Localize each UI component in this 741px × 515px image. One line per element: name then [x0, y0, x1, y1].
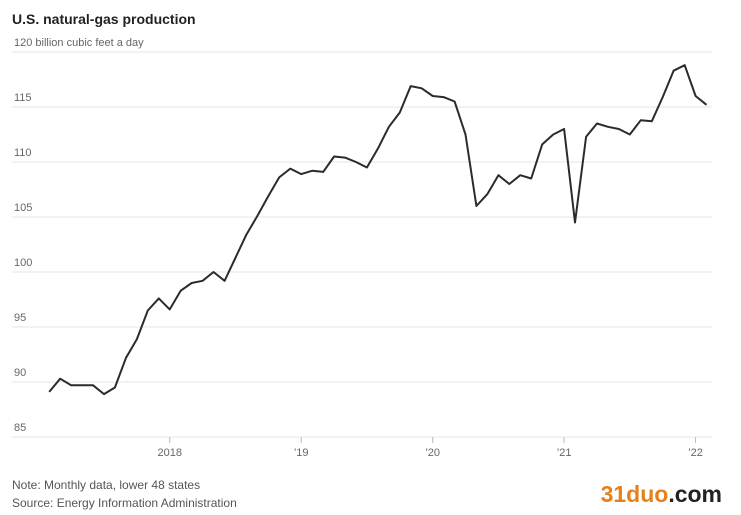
x-tick-label: 2018 — [158, 447, 182, 459]
line — [48, 64, 708, 396]
y-tick-label: 100 — [14, 257, 32, 269]
y-tick-label: 110 — [14, 147, 32, 159]
x-tick-label: ’19 — [294, 447, 309, 459]
x-tick-label: ’21 — [557, 447, 572, 459]
watermark-part: .com — [668, 481, 722, 507]
y-tick-label: 105 — [14, 202, 32, 214]
y-tick-label: 90 — [14, 367, 26, 379]
y-tick-label: 85 — [14, 422, 26, 434]
x-tick-label: ’22 — [688, 447, 703, 459]
note: Note: Monthly data, lower 48 states — [12, 478, 200, 492]
y-tick-label: 115 — [14, 92, 32, 104]
watermark: 31duo.com — [601, 481, 722, 507]
x-tick-label: ’20 — [425, 447, 440, 459]
source: Source: Energy Information Administratio… — [12, 496, 237, 510]
y-tick-label: 95 — [14, 312, 26, 324]
chart-title: U.S. natural-gas production — [12, 11, 196, 27]
y-tick-label: 120 billion cubic feet a day — [14, 37, 144, 49]
watermark-part: 31duo — [601, 481, 669, 507]
